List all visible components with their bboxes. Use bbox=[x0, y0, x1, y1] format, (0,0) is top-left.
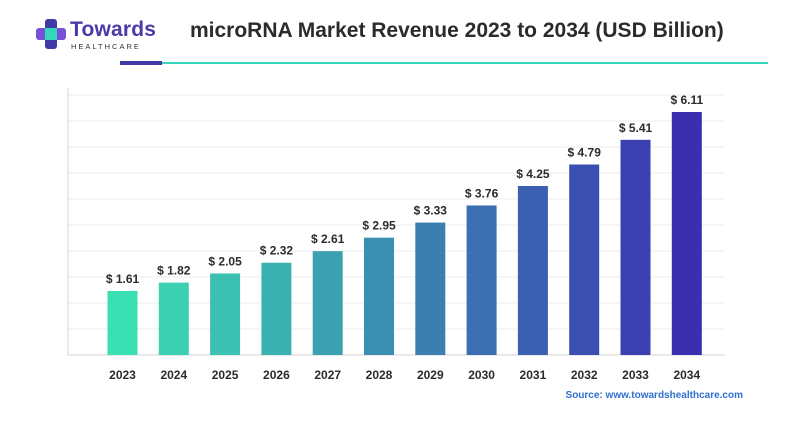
data-label-2029: $ 3.33 bbox=[414, 204, 448, 218]
data-label-2030: $ 3.76 bbox=[465, 186, 499, 200]
bar-2025 bbox=[210, 273, 241, 355]
x-tick-labels: 2023 2024 2025 2026 2027 2028 2029 2030 2031 2032… bbox=[109, 368, 700, 382]
data-label-2034: $ 6.11 bbox=[670, 93, 703, 107]
x-tick-2032: 2032 bbox=[571, 368, 598, 382]
x-tick-2023: 2023 bbox=[109, 368, 136, 382]
bar-2023 bbox=[107, 290, 138, 355]
bar-2027 bbox=[312, 251, 343, 355]
bar-2031 bbox=[517, 185, 548, 355]
bar-2033 bbox=[620, 139, 651, 355]
chart-title: microRNA Market Revenue 2023 to 2034 (US… bbox=[190, 19, 724, 42]
x-tick-2027: 2027 bbox=[314, 368, 341, 382]
data-labels: $ 1.61 $ 1.82 $ 2.05 $ 2.32 $ 2.61 $ 2.95 $ 3.… bbox=[106, 93, 704, 286]
brand-name: Towards bbox=[70, 18, 157, 41]
source-note[interactable]: Source: www.towardshealthcare.com bbox=[565, 390, 743, 401]
x-tick-2034: 2034 bbox=[673, 368, 700, 382]
brand-logo: Towards HEALTHCARE bbox=[34, 17, 174, 51]
brand-subtitle: HEALTHCARE bbox=[71, 42, 141, 51]
x-tick-2029: 2029 bbox=[417, 368, 444, 382]
data-label-2032: $ 4.79 bbox=[568, 145, 602, 159]
title-underline bbox=[162, 62, 768, 64]
data-label-2028: $ 2.95 bbox=[362, 219, 396, 233]
bar-2026 bbox=[261, 262, 292, 355]
grid-lines bbox=[68, 94, 725, 330]
data-label-2026: $ 2.32 bbox=[260, 244, 294, 258]
x-tick-2026: 2026 bbox=[263, 368, 290, 382]
logo-cross-icon bbox=[36, 19, 66, 49]
title-underline-accent bbox=[120, 61, 162, 65]
bar-2030 bbox=[466, 205, 497, 355]
data-label-2027: $ 2.61 bbox=[311, 232, 345, 246]
data-label-2023: $ 1.61 bbox=[106, 272, 140, 286]
data-label-2025: $ 2.05 bbox=[208, 254, 242, 268]
x-tick-2028: 2028 bbox=[366, 368, 393, 382]
bar-series bbox=[107, 112, 702, 355]
data-label-2033: $ 5.41 bbox=[619, 121, 653, 135]
data-label-2031: $ 4.25 bbox=[516, 167, 550, 181]
bar-2028 bbox=[364, 237, 394, 355]
x-tick-2024: 2024 bbox=[160, 368, 187, 382]
x-tick-2025: 2025 bbox=[212, 368, 239, 382]
bar-2032 bbox=[569, 164, 600, 355]
x-tick-2030: 2030 bbox=[468, 368, 495, 382]
x-tick-2031: 2031 bbox=[520, 368, 547, 382]
x-tick-2033: 2033 bbox=[622, 368, 649, 382]
bar-2034 bbox=[671, 112, 702, 355]
bar-2029 bbox=[415, 222, 446, 355]
data-label-2024: $ 1.82 bbox=[157, 264, 191, 278]
bar-2024 bbox=[158, 282, 189, 355]
